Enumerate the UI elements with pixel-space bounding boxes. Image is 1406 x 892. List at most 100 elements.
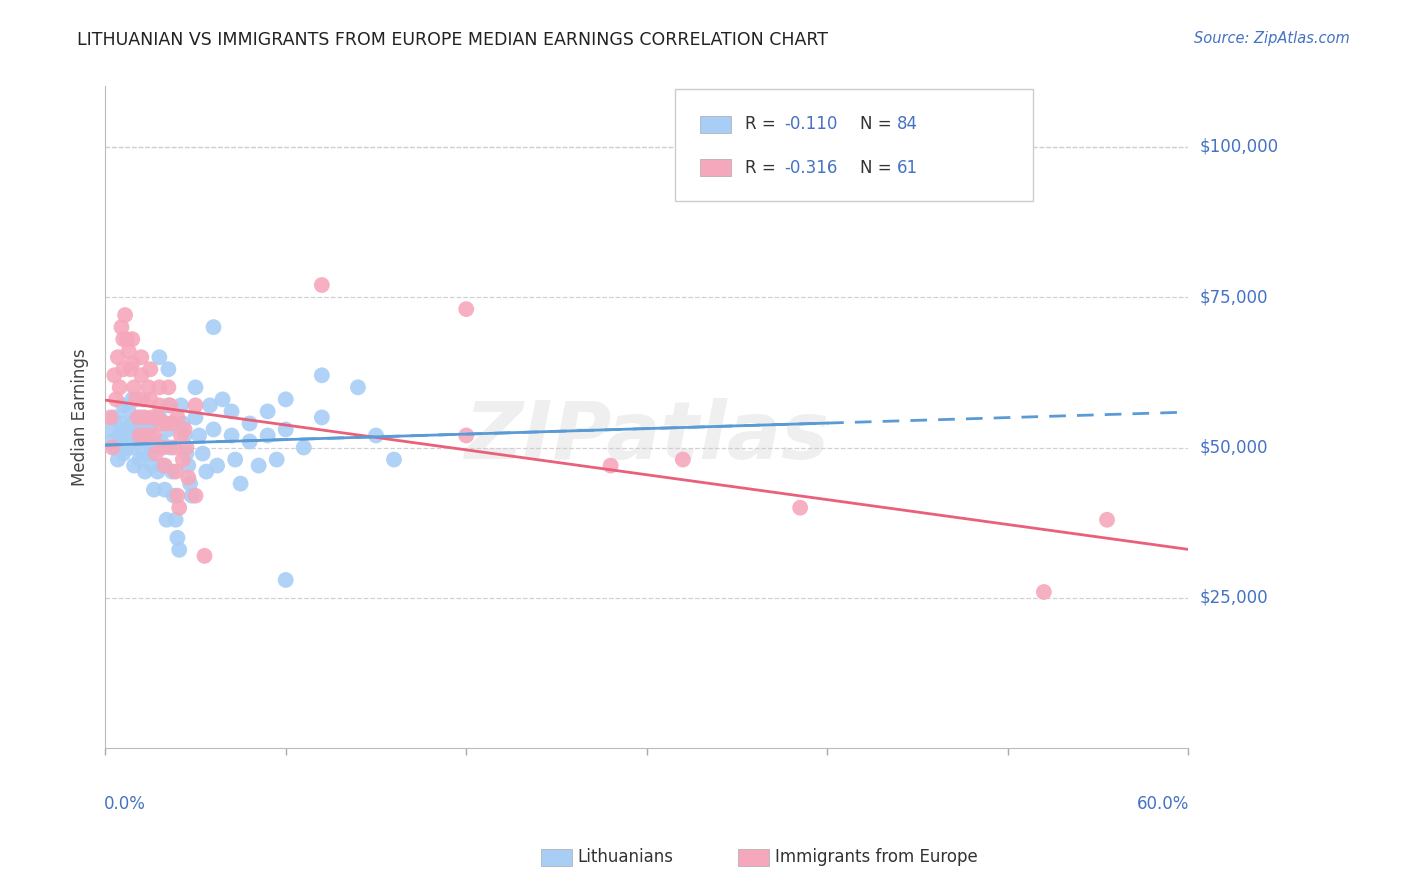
Point — [1095, 513, 1118, 527]
Text: $100,000: $100,000 — [1199, 137, 1278, 155]
Point — [107, 452, 129, 467]
Text: Immigrants from Europe: Immigrants from Europe — [775, 848, 977, 866]
Point — [138, 380, 160, 394]
Point — [166, 410, 188, 425]
Text: R =: R = — [745, 159, 782, 177]
Point — [101, 441, 124, 455]
Point — [122, 380, 145, 394]
Point — [184, 380, 207, 394]
Point — [132, 392, 155, 407]
Point — [157, 362, 180, 376]
Point — [184, 410, 207, 425]
Point — [456, 301, 478, 316]
Point — [157, 380, 180, 394]
Point — [599, 458, 621, 473]
Point — [160, 417, 183, 431]
Point — [100, 422, 122, 436]
Text: Source: ZipAtlas.com: Source: ZipAtlas.com — [1194, 31, 1350, 46]
Point — [195, 465, 218, 479]
Point — [157, 422, 180, 436]
Point — [672, 452, 695, 467]
Point — [166, 531, 188, 545]
Point — [167, 500, 190, 515]
Point — [131, 410, 153, 425]
Point — [180, 489, 202, 503]
Point — [224, 452, 246, 467]
Point — [121, 356, 143, 370]
Text: -0.110: -0.110 — [785, 115, 838, 134]
Point — [160, 465, 183, 479]
Point — [170, 428, 193, 442]
Point — [141, 410, 163, 425]
Point — [115, 332, 138, 346]
Point — [172, 417, 194, 431]
Point — [115, 441, 138, 455]
Point — [170, 398, 193, 412]
Point — [142, 428, 165, 442]
Point — [139, 362, 162, 376]
Point — [256, 404, 278, 418]
Text: 60.0%: 60.0% — [1137, 795, 1189, 813]
Point — [198, 398, 221, 412]
Text: $75,000: $75,000 — [1199, 288, 1268, 306]
Point — [274, 422, 297, 436]
Point — [121, 417, 143, 431]
Point — [382, 452, 405, 467]
Point — [112, 434, 135, 449]
Point — [112, 398, 135, 412]
Point — [155, 513, 177, 527]
Point — [146, 465, 169, 479]
Point — [132, 446, 155, 460]
Point — [100, 410, 122, 425]
Point — [184, 398, 207, 412]
Point — [121, 332, 143, 346]
Point — [125, 422, 148, 436]
Point — [148, 380, 170, 394]
Point — [266, 452, 288, 467]
Point — [118, 404, 141, 418]
Point — [138, 434, 160, 449]
Point — [176, 446, 198, 460]
Point — [211, 392, 233, 407]
Point — [274, 573, 297, 587]
Point — [134, 410, 156, 425]
Point — [155, 417, 177, 431]
Point — [110, 417, 132, 431]
Point — [311, 368, 333, 383]
Point — [110, 320, 132, 334]
Point — [103, 368, 125, 383]
Point — [163, 489, 186, 503]
Point — [191, 446, 214, 460]
Point — [112, 362, 135, 376]
Point — [142, 483, 165, 497]
Point — [184, 489, 207, 503]
Point — [105, 441, 128, 455]
Point — [150, 434, 173, 449]
Point — [177, 458, 200, 473]
Point — [159, 441, 181, 455]
Point — [789, 500, 811, 515]
Text: 84: 84 — [897, 115, 918, 134]
Text: $25,000: $25,000 — [1199, 589, 1268, 607]
Point — [127, 410, 149, 425]
Point — [205, 458, 228, 473]
Point — [105, 392, 128, 407]
Point — [176, 441, 198, 455]
Point — [150, 417, 173, 431]
Point — [112, 332, 135, 346]
Point — [148, 398, 170, 412]
Point — [364, 428, 387, 442]
Point — [239, 434, 262, 449]
Point — [148, 350, 170, 364]
Point — [135, 428, 157, 442]
Point — [134, 465, 156, 479]
Point — [239, 417, 262, 431]
Point — [188, 428, 211, 442]
Point — [131, 368, 153, 383]
Point — [107, 350, 129, 364]
Text: -0.316: -0.316 — [785, 159, 838, 177]
Point — [166, 489, 188, 503]
Point — [139, 422, 162, 436]
Point — [311, 278, 333, 293]
Point — [103, 410, 125, 425]
